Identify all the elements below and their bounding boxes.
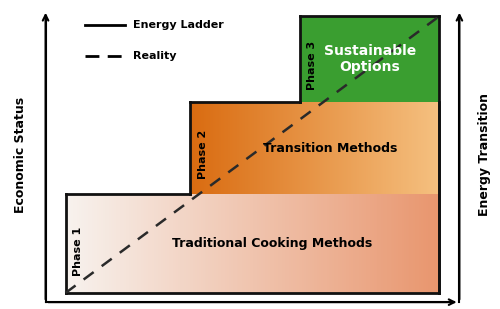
Text: Energy Transition: Energy Transition (478, 93, 491, 216)
Text: Transition Methods: Transition Methods (262, 142, 397, 155)
Text: Energy Ladder: Energy Ladder (133, 20, 224, 30)
Text: Phase 1: Phase 1 (73, 227, 83, 276)
Text: Reality: Reality (133, 51, 176, 61)
Text: Phase 2: Phase 2 (198, 130, 207, 179)
Text: Traditional Cooking Methods: Traditional Cooking Methods (172, 237, 372, 250)
Text: Economic Status: Economic Status (14, 96, 27, 213)
Text: Phase 3: Phase 3 (308, 41, 318, 90)
Text: Sustainable
Options: Sustainable Options (324, 44, 416, 74)
